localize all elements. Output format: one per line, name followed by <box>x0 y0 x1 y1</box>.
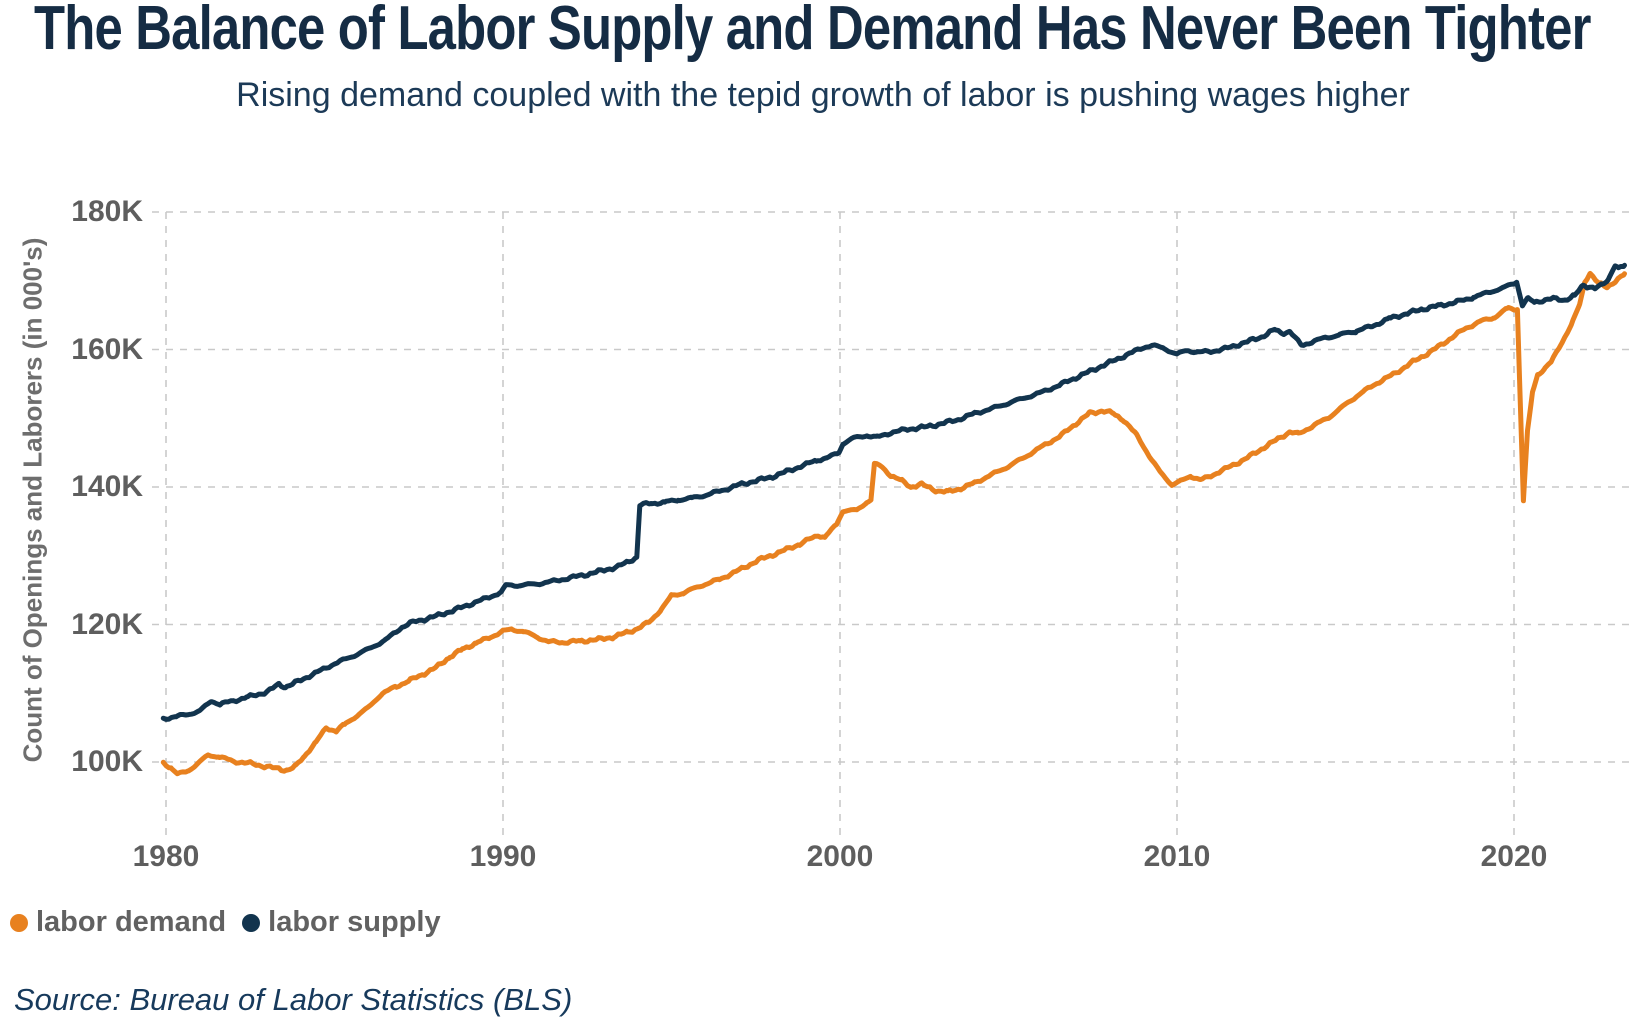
x-tick-label: 2020 <box>1480 840 1548 873</box>
y-tick-label: 180K <box>71 195 143 228</box>
legend-label: labor supply <box>268 906 441 938</box>
chart-subtitle: Rising demand coupled with the tepid gro… <box>236 76 1410 114</box>
legend-item: labor demand <box>10 906 226 939</box>
legend-label: labor demand <box>36 906 227 938</box>
chart-legend: labor demand labor supply <box>10 906 441 939</box>
legend-dot-icon <box>242 913 261 932</box>
x-tick-label: 1980 <box>132 840 200 873</box>
page-title: The Balance of Labor Supply and Demand H… <box>34 0 1591 63</box>
x-tick-label: 2000 <box>806 840 874 873</box>
series-line-labor-supply <box>160 262 1627 722</box>
y-tick-label: 100K <box>71 745 143 778</box>
legend-item: labor supply <box>242 906 441 939</box>
y-tick-label: 120K <box>71 607 143 641</box>
y-tick-label: 140K <box>71 470 143 503</box>
x-tick-label: 1990 <box>469 840 537 873</box>
y-tick-label: 160K <box>71 332 143 366</box>
series-line-labor-demand <box>160 271 1627 777</box>
legend-dot-icon <box>10 913 28 932</box>
source-note: Source: Bureau of Labor Statistics (BLS) <box>14 982 573 1017</box>
x-tick-label: 2010 <box>1143 840 1211 873</box>
